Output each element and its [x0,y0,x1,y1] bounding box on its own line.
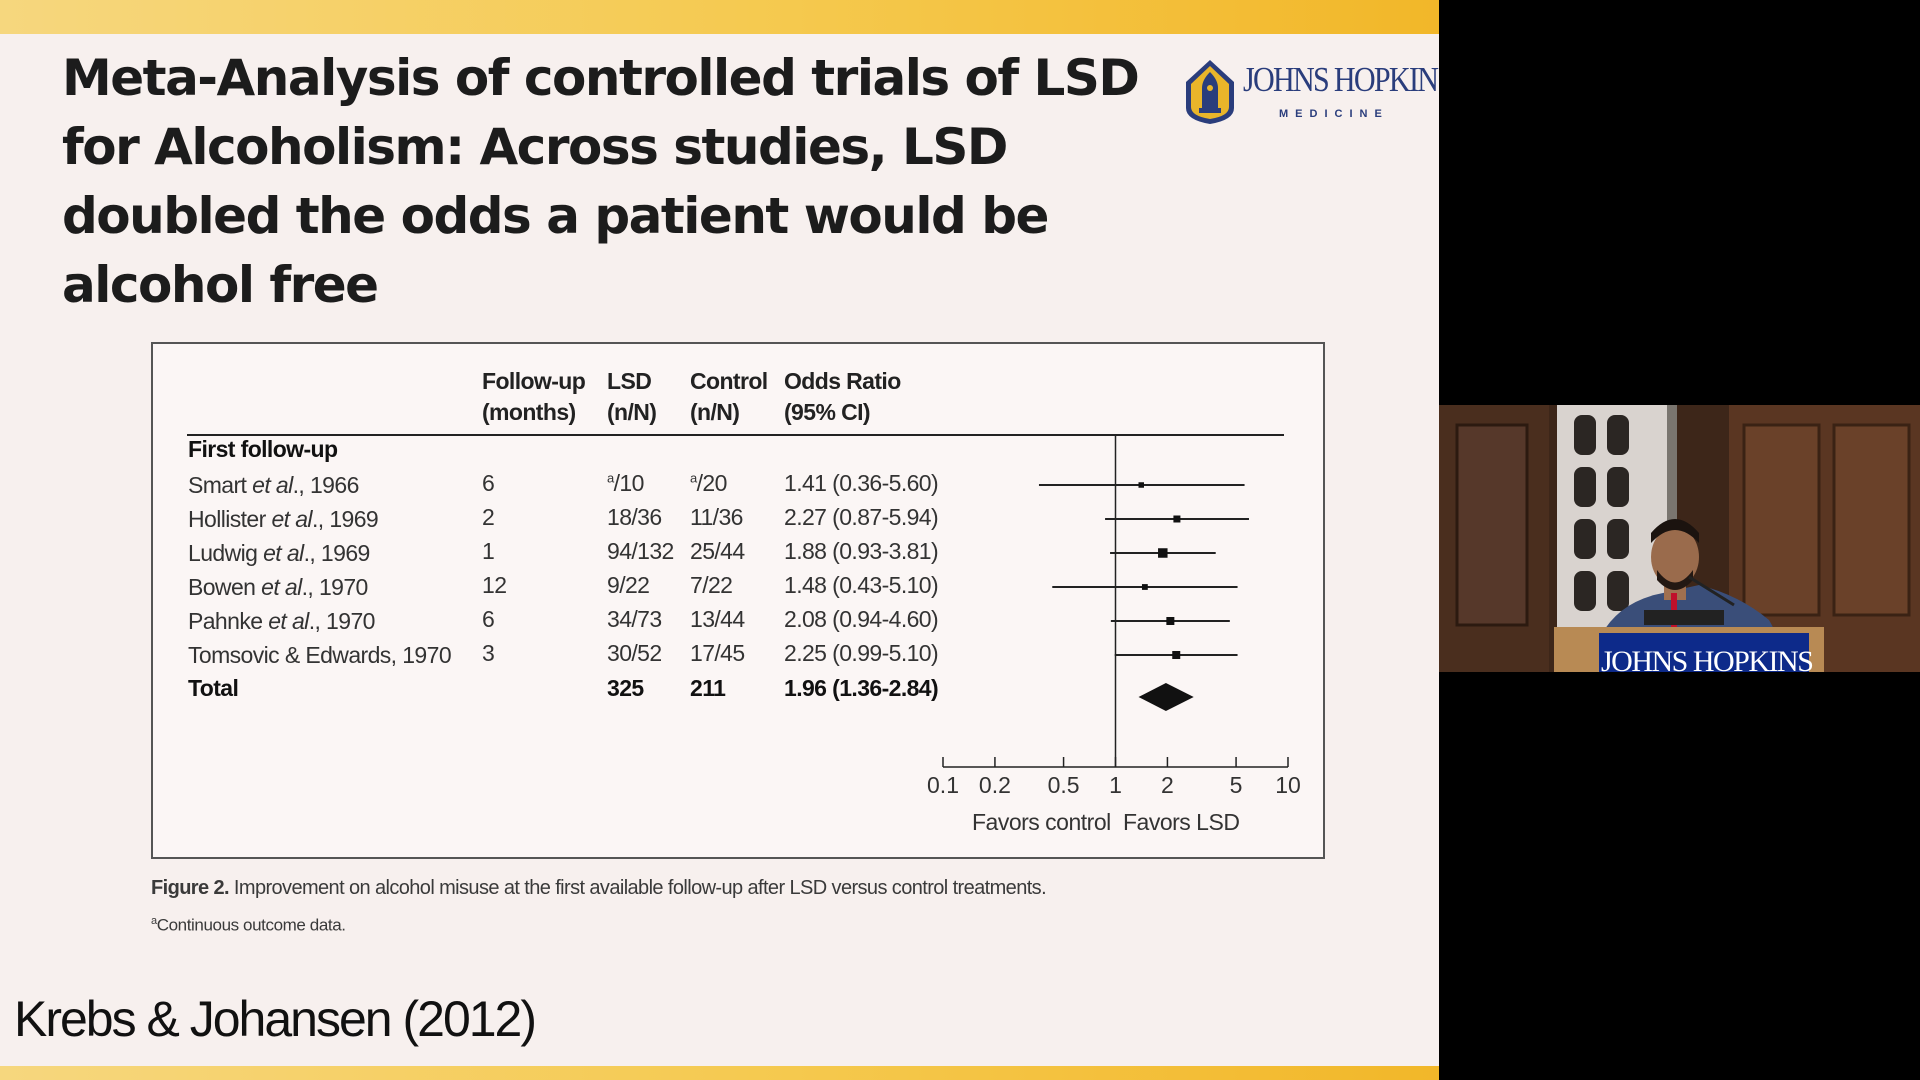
header-followup-line2: (months) [482,399,576,425]
speaker-scene-image [1439,405,1920,672]
header-followup-line1: Follow-up [482,368,586,394]
odds-ratio-value: 1.88 (0.93-3.81) [784,538,939,564]
hopkins-shield-icon [1186,60,1234,124]
lsd-value: 18/36 [607,504,662,530]
header-lsd-line1: LSD [607,368,652,394]
x-tick-label: 0.5 [1047,772,1080,798]
figure-footnote: aContinuous outcome data. [151,915,346,936]
followup-value: 12 [482,572,507,598]
study-name: Pahnke et al., 1970 [188,608,375,634]
study-name: Hollister et al., 1969 [188,506,379,532]
study-point-marker [1141,584,1148,590]
forest-plot-svg [187,434,1289,768]
x-tick-label: 2 [1161,772,1174,798]
forest-plot-figure: Follow-up (months) LSD (n/N) Control (n/… [151,342,1325,859]
followup-value: 6 [482,606,495,632]
study-point-marker [1172,651,1181,659]
total-control-value: 211 [690,675,726,701]
control-value: 17/45 [690,640,745,666]
favors-control-label: Favors control [972,809,1111,835]
study-name: Ludwig et al., 1969 [188,540,370,566]
x-tick-label: 1 [1109,772,1122,798]
odds-ratio-value: 2.27 (0.87-5.94) [784,504,939,530]
control-value: 13/44 [690,606,745,632]
johns-hopkins-logo: JOHNS HOPKINS MEDICINE [1182,56,1439,126]
x-tick-label: 10 [1275,772,1301,798]
odds-ratio-value: 1.41 (0.36-5.60) [784,470,939,496]
control-value: 11/36 [690,504,743,530]
section-label: First follow-up [188,436,338,462]
study-name: Smart et al., 1966 [188,472,359,498]
total-lsd-value: 325 [607,675,644,701]
followup-value: 2 [482,504,495,530]
speaker-video: JOHNS HOPKINS [1439,405,1920,672]
control-value: a/20 [690,470,727,496]
figure-caption: Figure 2. Improvement on alcohol misuse … [151,877,1047,900]
lsd-value: 94/132 [607,538,674,564]
control-value: 7/22 [690,572,733,598]
lsd-value: 34/73 [607,606,662,632]
slide-bottom-bar [0,1066,1439,1080]
header-odds-ratio: Odds Ratio (95% CI) [784,366,901,428]
study-name: Tomsovic & Edwards, 1970 [188,642,452,668]
header-lsd-line2: (n/N) [607,399,657,425]
caption-text: Improvement on alcohol misuse at the fir… [233,877,1047,899]
odds-ratio-value: 1.48 (0.43-5.10) [784,572,939,598]
logo-subtitle: MEDICINE [1279,108,1389,120]
header-or-line1: Odds Ratio [784,368,901,394]
header-control: Control (n/N) [690,366,768,428]
study-name: Bowen et al., 1970 [188,574,368,600]
followup-value: 6 [482,470,495,496]
lsd-value: 9/22 [607,572,650,598]
slide-top-bar [0,0,1439,34]
followup-value: 3 [482,640,495,666]
odds-ratio-value: 2.08 (0.94-4.60) [784,606,939,632]
header-or-line2: (95% CI) [784,399,871,425]
footnote-text: Continuous outcome data. [156,915,346,935]
total-label: Total [188,675,239,701]
slide: Meta-Analysis of controlled trials of LS… [0,0,1439,1080]
x-tick-label: 0.2 [978,772,1011,798]
caption-label: Figure 2. [151,877,230,899]
odds-ratio-value: 2.25 (0.99-5.10) [784,640,939,666]
x-tick-label: 0.1 [927,772,959,798]
citation: Krebs & Johansen (2012) [14,991,537,1047]
podium-sign-text: JOHNS HOPKINS [1601,645,1814,672]
lsd-value: 30/52 [607,640,662,666]
study-point-marker [1138,482,1144,488]
lsd-value: a/10 [607,470,644,496]
header-lsd: LSD (n/N) [607,366,657,428]
header-followup: Follow-up (months) [482,366,586,428]
logo-name: JOHNS HOPKINS [1243,60,1439,99]
followup-value: 1 [482,538,495,564]
control-value: 25/44 [690,538,745,564]
x-tick-label: 5 [1229,772,1243,798]
footnote-marker: a [151,915,157,927]
study-point-marker [1166,617,1175,625]
slide-title: Meta-Analysis of controlled trials of LS… [62,49,1140,314]
header-control-line1: Control [690,368,768,394]
total-odds-ratio-value: 1.96 (1.36-2.84) [784,675,939,701]
pooled-estimate-diamond [1138,683,1194,711]
study-point-marker [1158,548,1168,558]
header-control-line2: (n/N) [690,399,740,425]
favors-lsd-label: Favors LSD [1123,809,1240,835]
study-point-marker [1173,515,1181,523]
